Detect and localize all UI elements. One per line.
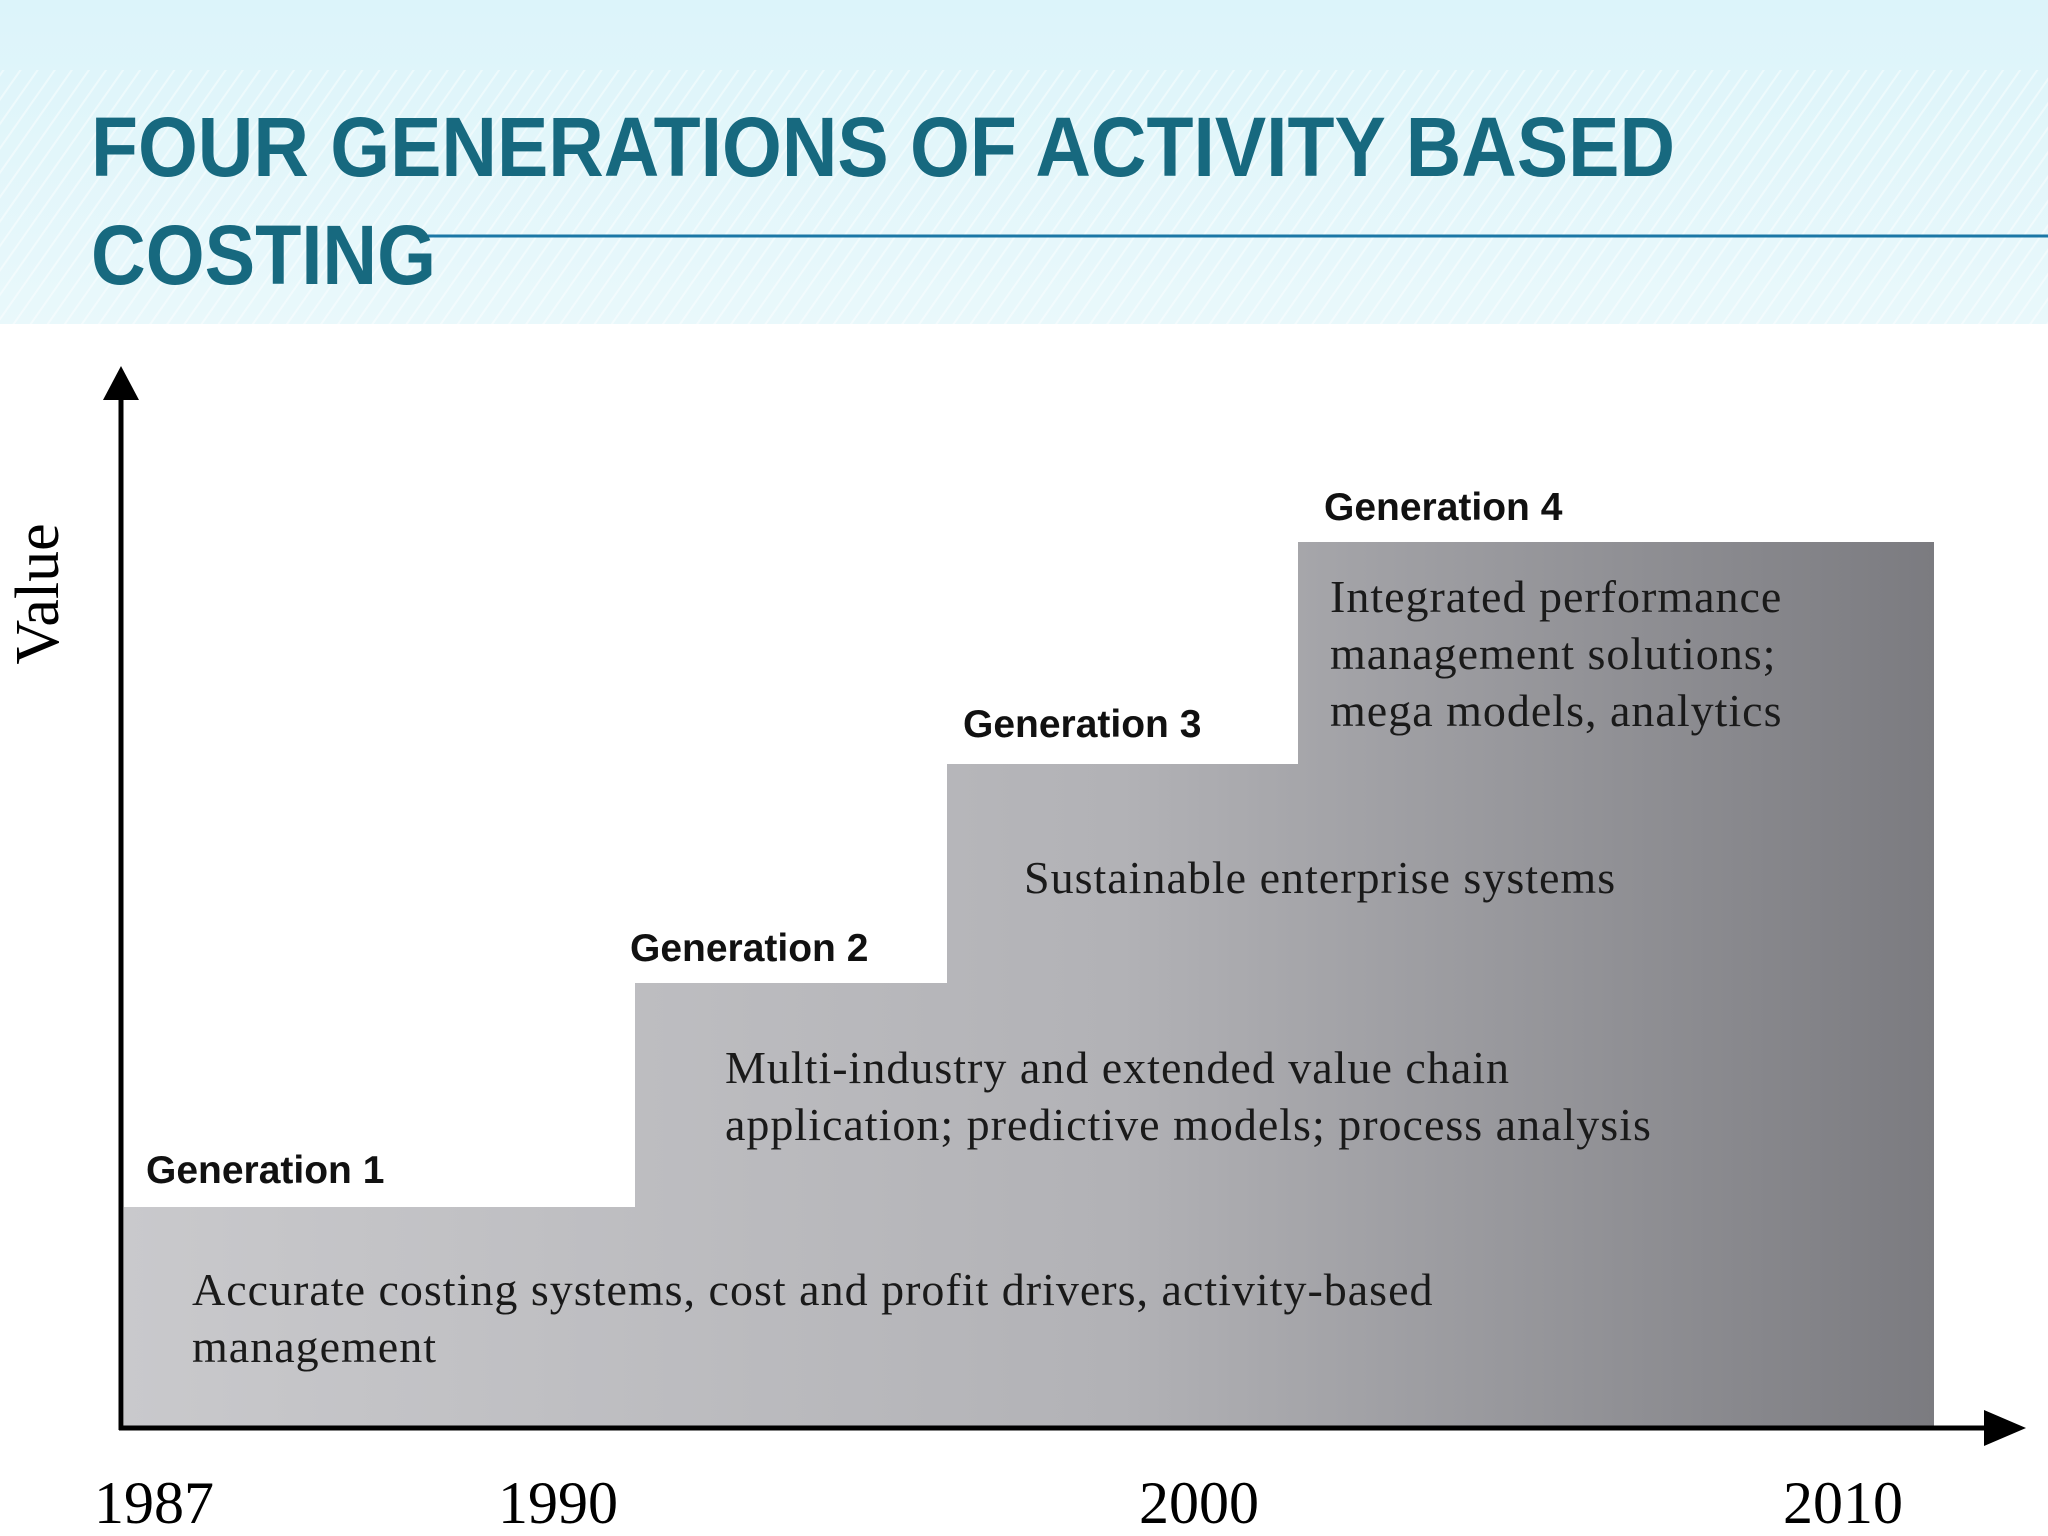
generation-description: management [192, 1321, 437, 1372]
generation-description: management solutions; [1330, 628, 1776, 679]
y-arrow [103, 366, 139, 400]
generation-description: Sustainable enterprise systems [1024, 852, 1616, 903]
generation-description: Integrated performance [1330, 571, 1782, 622]
generation-description: mega models, analytics [1330, 685, 1783, 736]
x-axis-label: 2010 [1783, 1470, 1903, 1536]
generation-description: Accurate costing systems, cost and profi… [192, 1264, 1434, 1315]
generation-label: Generation 1 [146, 1149, 384, 1192]
generation-label: Generation 4 [1324, 486, 1563, 529]
x-axis-label: 1987 [94, 1470, 214, 1536]
x-arrow [1984, 1410, 2026, 1446]
steps [124, 542, 1934, 1428]
y-axis-label: Value [4, 523, 72, 664]
generation-label: Generation 3 [963, 703, 1201, 746]
title-line: COSTING [91, 208, 436, 302]
generation-description: application; predictive models; process … [725, 1099, 1652, 1150]
title-line: FOUR GENERATIONS OF ACTIVITY BASED [91, 100, 1675, 194]
generation-description: Multi-industry and extended value chain [725, 1042, 1510, 1093]
generation-step [1298, 542, 1934, 1428]
header-stripes [0, 70, 2048, 324]
x-axis-label: 2000 [1139, 1470, 1259, 1536]
x-axis-label: 1990 [498, 1470, 618, 1536]
generation-label: Generation 2 [630, 927, 868, 970]
